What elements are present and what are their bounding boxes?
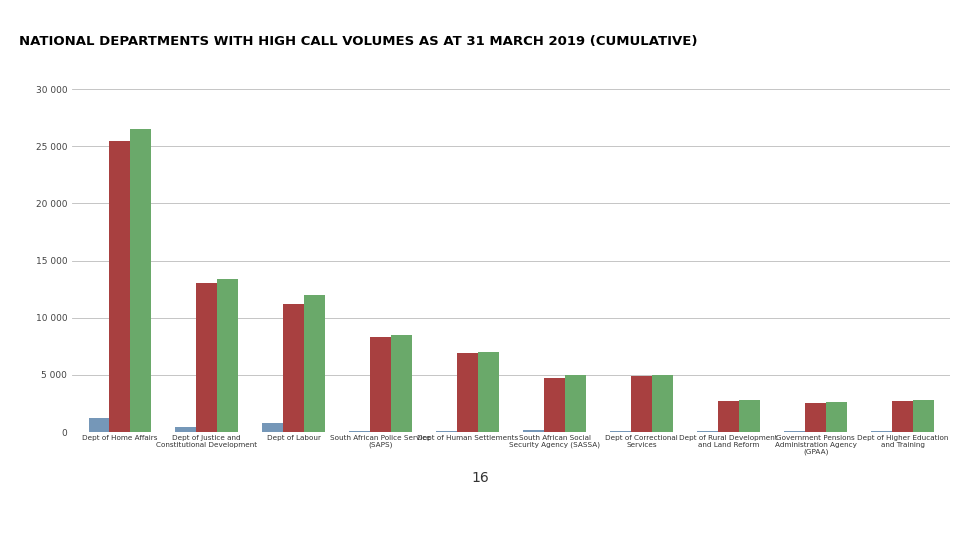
Bar bbox=[913, 400, 934, 432]
Bar bbox=[805, 403, 826, 432]
Bar bbox=[784, 431, 805, 432]
Bar bbox=[611, 431, 632, 432]
Bar bbox=[437, 431, 457, 432]
Bar bbox=[739, 400, 760, 432]
Bar bbox=[872, 431, 892, 432]
Bar bbox=[478, 352, 499, 432]
Bar bbox=[88, 418, 109, 432]
Bar bbox=[131, 129, 151, 432]
Bar bbox=[718, 401, 739, 432]
Text: 16: 16 bbox=[471, 471, 489, 485]
Bar bbox=[349, 431, 371, 432]
Bar bbox=[197, 284, 217, 432]
Bar bbox=[217, 279, 238, 432]
Bar bbox=[176, 428, 197, 432]
Bar bbox=[697, 431, 718, 432]
Bar bbox=[523, 430, 544, 432]
Bar bbox=[826, 402, 847, 432]
Bar bbox=[262, 423, 283, 432]
Bar bbox=[371, 337, 391, 432]
Bar bbox=[457, 353, 478, 432]
Bar bbox=[109, 140, 131, 432]
Bar bbox=[544, 379, 565, 432]
Bar bbox=[652, 375, 673, 432]
Legend: ▪ No of Open Calls, ▪ No of Resolved Calls, ▪ Total Calls: ▪ No of Open Calls, ▪ No of Resolved Cal… bbox=[358, 539, 664, 540]
Bar bbox=[304, 295, 325, 432]
Bar bbox=[391, 335, 412, 432]
Bar bbox=[632, 376, 652, 432]
Text: NATIONAL DEPARTMENTS WITH HIGH CALL VOLUMES AS AT 31 MARCH 2019 (CUMULATIVE): NATIONAL DEPARTMENTS WITH HIGH CALL VOLU… bbox=[19, 35, 698, 48]
Bar bbox=[283, 304, 304, 432]
Bar bbox=[565, 375, 586, 432]
Bar bbox=[892, 401, 913, 432]
